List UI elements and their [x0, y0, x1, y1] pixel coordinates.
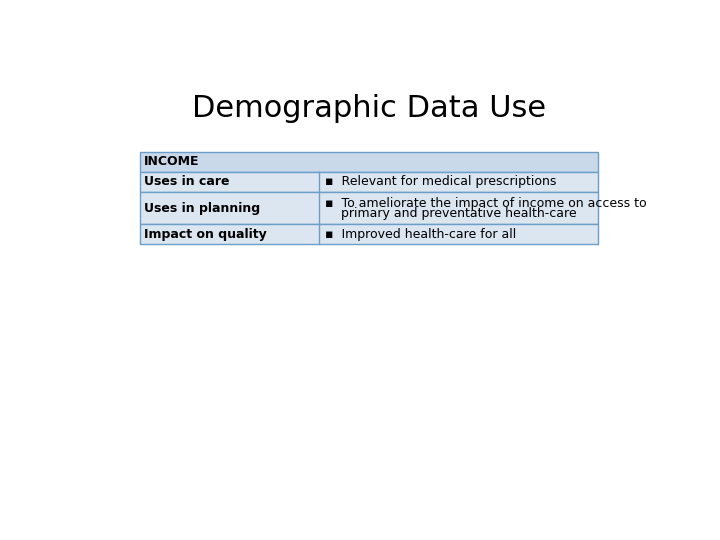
Bar	[140, 192, 598, 224]
Text: primary and preventative health-care: primary and preventative health-care	[325, 206, 577, 220]
Text: ▪  Improved health-care for all: ▪ Improved health-care for all	[325, 228, 516, 241]
Bar	[140, 172, 598, 192]
Text: ▪  To ameliorate the impact of income on access to: ▪ To ameliorate the impact of income on …	[325, 197, 647, 210]
Text: ▪  Relevant for medical prescriptions: ▪ Relevant for medical prescriptions	[325, 176, 557, 188]
Text: INCOME: INCOME	[144, 156, 199, 168]
Text: Uses in planning: Uses in planning	[144, 201, 261, 214]
Text: Impact on quality: Impact on quality	[144, 228, 267, 241]
Text: Demographic Data Use: Demographic Data Use	[192, 94, 546, 123]
Text: Uses in care: Uses in care	[144, 176, 230, 188]
Bar	[140, 152, 598, 172]
Bar	[140, 224, 598, 244]
